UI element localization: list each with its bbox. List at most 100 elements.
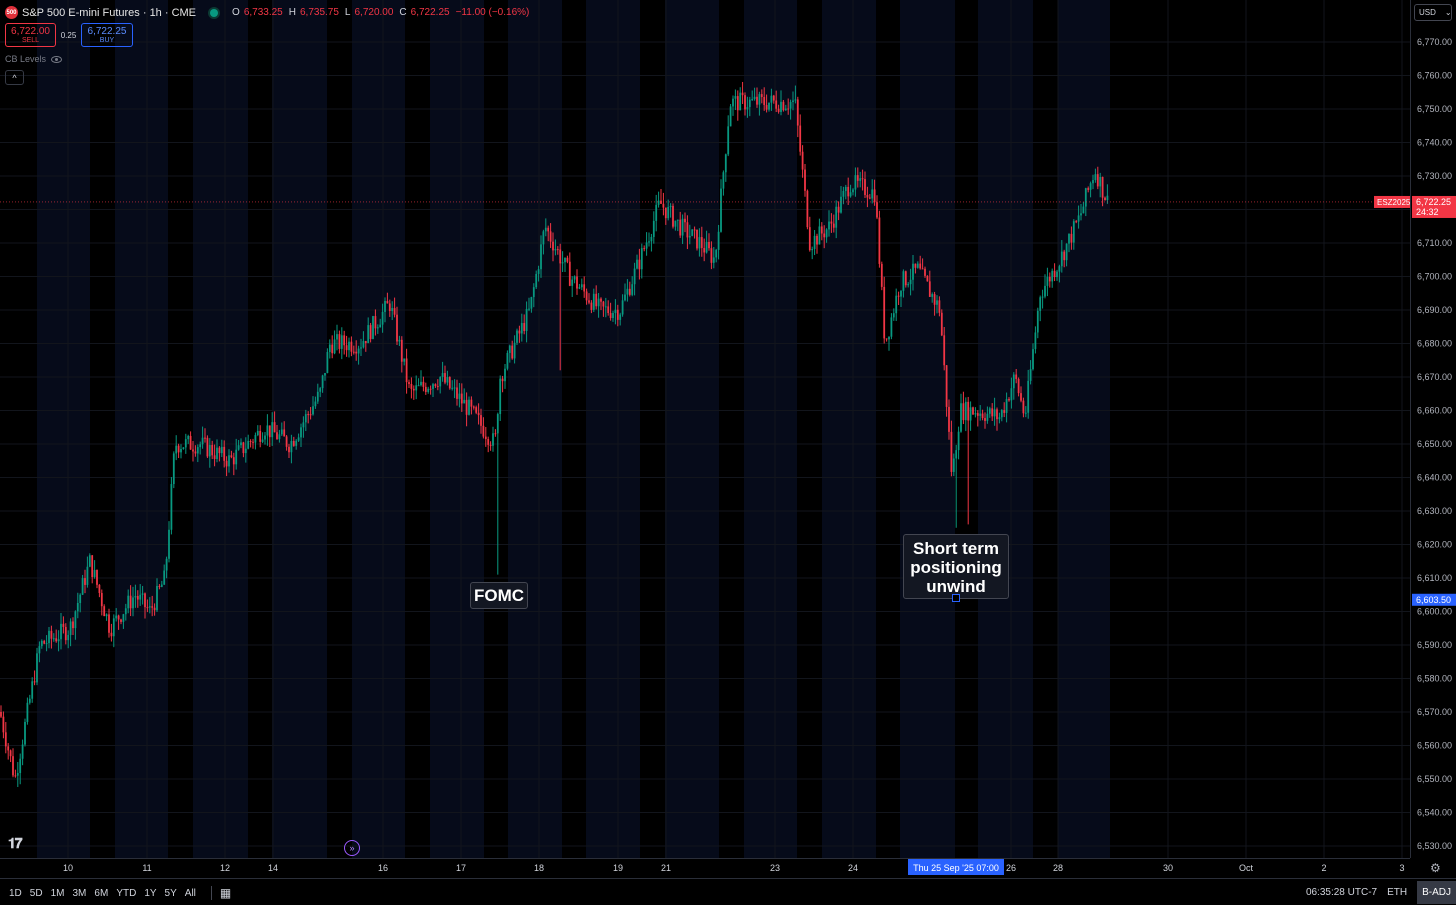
unwind-annotation[interactable]: Short term positioning unwind [903, 534, 1009, 599]
session-band [586, 0, 640, 858]
candle-body [297, 437, 300, 441]
candle-body [76, 602, 79, 612]
session-toggle[interactable]: ETH [1387, 886, 1408, 898]
indicator-legend[interactable]: CB Levels [5, 54, 63, 64]
candle-body [835, 206, 838, 228]
candle-body [1027, 380, 1030, 413]
candle-body [230, 455, 233, 458]
close-value: 6,722.25 [410, 7, 450, 18]
symbol-title[interactable]: S&P 500 E-mini Futures · 1h · CME [22, 6, 197, 19]
candle-body [744, 95, 746, 110]
calendar-icon[interactable]: ▦ [210, 886, 231, 900]
candle-body [69, 621, 72, 635]
session-band [1058, 0, 1110, 858]
buy-button[interactable]: 6,722.25 BUY [81, 23, 133, 47]
candle-body [432, 384, 434, 389]
candle-body [372, 316, 374, 339]
candle-body [350, 341, 353, 352]
price-chart[interactable]: ESZ2025 [0, 0, 1410, 858]
range-button-1d[interactable]: 1D [9, 887, 22, 899]
range-button-5y[interactable]: 5Y [164, 887, 177, 899]
candle-body [242, 442, 245, 454]
range-button-5d[interactable]: 5D [29, 887, 43, 899]
candle-body [784, 108, 787, 111]
adjustment-toggle[interactable]: B-ADJ [1417, 880, 1456, 904]
symbol-logo-icon[interactable]: 500 [5, 6, 18, 19]
candle-body [112, 618, 115, 637]
candle-body [604, 306, 607, 308]
fomc-annotation[interactable]: FOMC [470, 582, 528, 609]
candle-body [1092, 180, 1094, 184]
chart-pane[interactable]: ESZ2025 500 S&P 500 E-mini Futures · 1h … [0, 0, 1410, 858]
sell-button[interactable]: 6,722.00 SELL [5, 23, 56, 47]
range-button-1m[interactable]: 1M [50, 887, 65, 899]
candle-body [950, 431, 953, 472]
candle-body [1070, 233, 1073, 243]
market-open-icon[interactable] [210, 8, 219, 17]
gear-icon[interactable]: ⚙ [1430, 861, 1441, 875]
candle-body [712, 257, 715, 263]
candle-body [564, 257, 566, 263]
candle-body [880, 263, 883, 287]
candle-body [840, 196, 842, 213]
price-tick-label: 6,710.00 [1417, 238, 1452, 248]
candle-body [861, 178, 864, 180]
candle-body [1022, 400, 1025, 414]
tradingview-logo-icon[interactable]: 𝟏𝟕 [8, 835, 23, 851]
candle-body [38, 646, 41, 654]
candle-body [434, 384, 437, 387]
candle-body [153, 607, 156, 611]
candle-body [580, 284, 583, 288]
candle-body [696, 229, 698, 249]
candle-body [50, 630, 53, 639]
range-button-1y[interactable]: 1Y [144, 887, 157, 899]
candle-body [1056, 271, 1058, 278]
candle-body [1020, 393, 1022, 401]
currency-select[interactable]: USD ⌄ [1414, 4, 1452, 21]
indicator-label[interactable]: CB Levels [5, 54, 47, 64]
cursor-time-badge [908, 859, 1004, 875]
candle-body [537, 269, 540, 274]
candle-body [290, 441, 293, 453]
candle-body [576, 276, 578, 289]
candle-body [583, 284, 586, 292]
candle-body [1048, 276, 1051, 282]
candle-body [86, 566, 89, 585]
chevron-up-icon: ^ [12, 72, 17, 83]
price-tick-label: 6,530.00 [1417, 841, 1452, 851]
candle-body [681, 218, 684, 236]
price-tick-label: 6,750.00 [1417, 104, 1452, 114]
trade-panel: 6,722.00 SELL 0.25 6,722.25 BUY [5, 23, 133, 47]
candle-body [379, 324, 382, 328]
price-axis[interactable]: 6,770.00 6,760.00 6,750.00 6,740.00 6,730.00… [1410, 0, 1456, 858]
time-axis[interactable]: 10 11 12 14 16 17 18 19 21 23 24 26 28 30 Oct 2 3 Thu 25 … [0, 858, 1441, 878]
candle-body [616, 309, 619, 320]
annotation-anchor-handle[interactable] [952, 594, 960, 602]
candle-body [772, 95, 775, 101]
candle-body [177, 445, 180, 453]
range-button-all[interactable]: All [184, 887, 196, 899]
candle-body [288, 446, 290, 453]
candle-body [192, 449, 194, 452]
candle-body [763, 97, 766, 105]
candle-body [237, 445, 240, 450]
candle-body [633, 268, 636, 285]
candle-body [175, 445, 178, 454]
candle-body [28, 698, 31, 703]
range-button-3m[interactable]: 3M [72, 887, 87, 899]
candle-body [746, 107, 749, 110]
candle-body [127, 595, 130, 609]
go-to-realtime-icon[interactable]: » [344, 840, 360, 856]
range-button-ytd[interactable]: YTD [116, 887, 137, 899]
candle-body [144, 593, 146, 608]
clock[interactable]: 06:35:28 UTC-7 [1305, 886, 1378, 898]
candle-body [115, 615, 118, 619]
candle-body [340, 335, 343, 349]
candle-body [271, 422, 274, 438]
candle-body [972, 407, 974, 415]
eye-icon[interactable] [51, 55, 63, 63]
range-button-6m[interactable]: 6M [94, 887, 109, 899]
candle-body [705, 241, 708, 253]
candle-body [223, 446, 226, 461]
collapse-legend-button[interactable]: ^ [5, 70, 24, 85]
